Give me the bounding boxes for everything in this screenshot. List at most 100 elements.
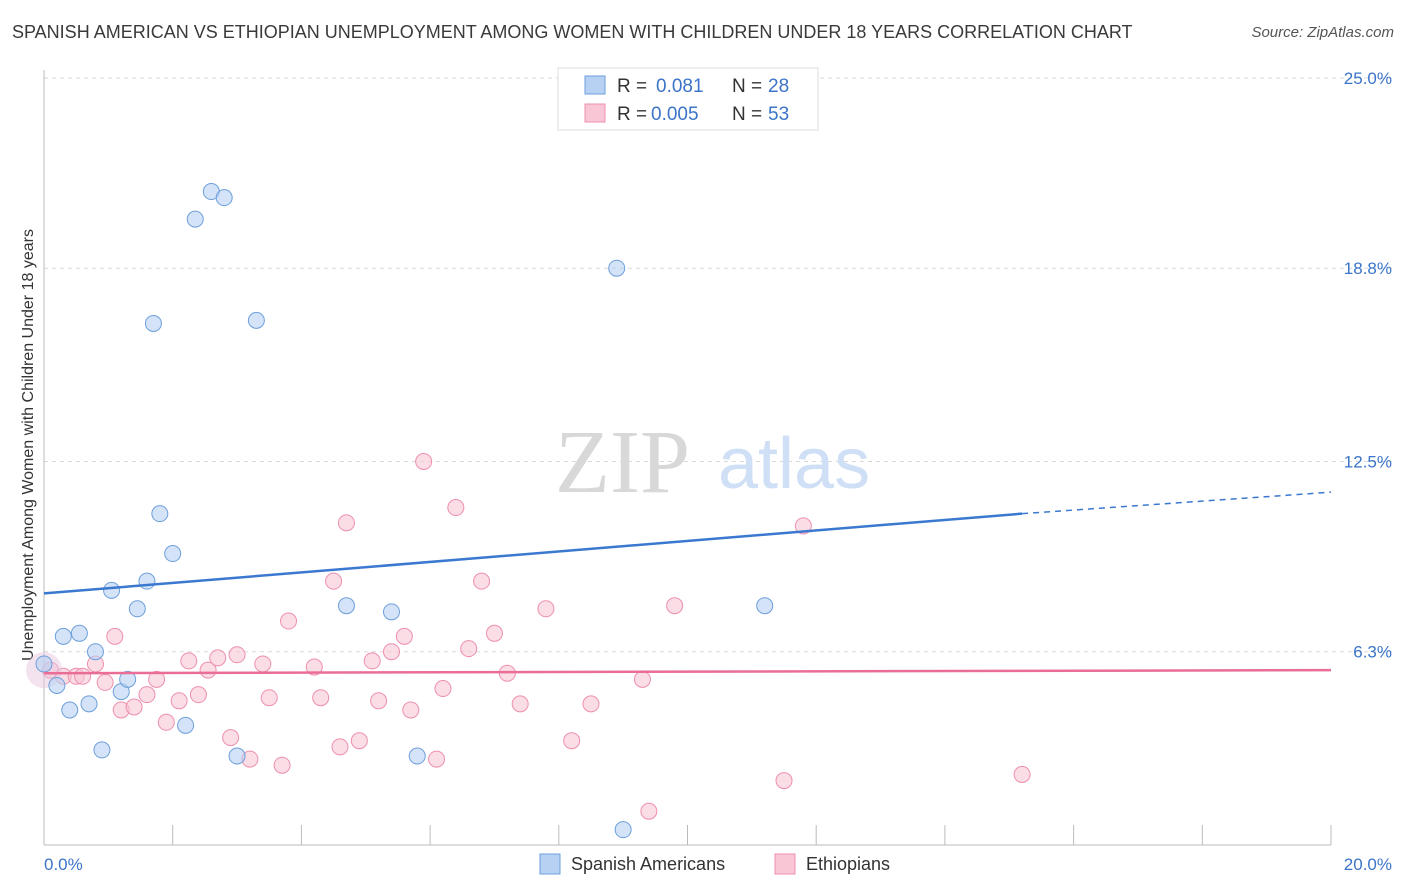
y-tick-label: 6.3% (1353, 643, 1392, 662)
ethiopians-point (460, 640, 478, 658)
ethiopians-point (325, 572, 343, 590)
ethiopians-point (395, 627, 413, 645)
ethiopians-point (640, 802, 658, 820)
spanish-americans-point (35, 655, 53, 673)
ethiopians-point (563, 732, 581, 750)
ethiopians-point (74, 667, 92, 685)
spanish-americans-point (337, 597, 355, 615)
stats-legend-r-value-1: 0.081 (656, 76, 704, 97)
spanish-americans-point (614, 821, 632, 839)
spanish-americans-point (215, 189, 233, 207)
spanish-americans-point (80, 695, 98, 713)
ethiopians-point (363, 652, 381, 670)
ethiopians-point (370, 692, 388, 710)
spanish-americans-point (151, 505, 169, 523)
ethiopians-point (189, 686, 207, 704)
spanish-americans-point (177, 716, 195, 734)
spanish-americans-points (35, 183, 774, 839)
spanish-americans-point (103, 581, 121, 599)
spanish-americans-point (228, 747, 246, 765)
ethiopians-point (138, 686, 156, 704)
ethiopians-point (312, 689, 330, 707)
ethiopians-point (382, 643, 400, 661)
ethiopians-point (350, 732, 368, 750)
spanish-americans-point (70, 624, 88, 642)
ethiopians-point (485, 624, 503, 642)
ethiopians-trend-line (43, 668, 1332, 675)
ethiopians-point (447, 499, 465, 517)
spanish-americans-point (144, 314, 162, 332)
spanish-americans-point (138, 572, 156, 590)
stats-legend-r-value-2: 0.005 (651, 104, 699, 125)
ethiopians-point (415, 453, 433, 470)
ethiopians-point (209, 649, 227, 667)
ethiopians-point (633, 670, 651, 688)
ethiopians-point (228, 646, 246, 664)
ethiopians-point (666, 597, 684, 615)
spanish-americans-point (54, 627, 72, 645)
stats-legend-n-label-2: N = (732, 104, 762, 125)
y-tick-labels: 6.3% 12.5% 18.8% 25.0% (1344, 69, 1392, 662)
spanish-americans-trend-line (43, 512, 1023, 595)
ethiopians-point (148, 670, 166, 688)
ethiopians-point (125, 698, 143, 716)
y-tick-label: 12.5% (1344, 453, 1392, 472)
y-tick-label: 25.0% (1344, 69, 1392, 88)
stats-legend-r-label-1: R = (617, 76, 647, 97)
ethiopians-point (157, 713, 175, 731)
stats-legend-n-value-2: 53 (768, 104, 789, 125)
spanish-americans-point (382, 603, 400, 621)
spanish-americans-trend-extension (1022, 491, 1332, 515)
chart-title: SPANISH AMERICAN VS ETHIOPIAN UNEMPLOYME… (12, 22, 1133, 42)
legend-ethiopians-swatch (774, 853, 796, 875)
stats-legend-n-label-1: N = (732, 76, 762, 97)
stats-legend-blue-swatch (584, 75, 606, 95)
stats-legend-n-value-1: 28 (768, 76, 789, 97)
ethiopians-point (254, 655, 272, 673)
legend-spanish-americans-label: Spanish Americans (571, 854, 725, 874)
stats-legend-pink-swatch (584, 103, 606, 123)
x-ticks (43, 825, 1332, 845)
ethiopians-point (402, 701, 420, 719)
ethiopians-point (96, 673, 114, 691)
spanish-americans-point (608, 259, 626, 277)
ethiopians-point (331, 738, 349, 756)
ethiopians-point (1013, 765, 1031, 783)
ethiopians-points (26, 453, 1031, 820)
spanish-americans-point (408, 747, 426, 765)
ethiopians-point (582, 695, 600, 713)
source-label: Source: ZipAtlas.com (1251, 24, 1394, 41)
ethiopians-point (434, 680, 452, 698)
ethiopians-point (280, 612, 298, 630)
spanish-americans-point (128, 600, 146, 618)
legend-ethiopians-label: Ethiopians (806, 854, 890, 874)
watermark: ZIP atlas (555, 413, 870, 512)
spanish-americans-point (48, 676, 66, 694)
x-tick-label-max: 20.0% (1344, 855, 1392, 874)
ethiopians-point (775, 772, 793, 790)
stats-legend-r-label-2: R = (617, 104, 647, 125)
ethiopians-point (511, 695, 529, 713)
stats-legend: R = 0.081 N = 28 R = 0.005 N = 53 (557, 67, 819, 131)
ethiopians-point (222, 729, 240, 747)
spanish-americans-point (186, 210, 204, 228)
ethiopians-point (260, 689, 278, 707)
spanish-americans-point (247, 311, 265, 329)
watermark-atlas: atlas (718, 424, 870, 504)
spanish-americans-point (93, 741, 111, 759)
watermark-zip: ZIP (555, 413, 690, 512)
x-tick-label-min: 0.0% (44, 855, 83, 874)
series-legend: Spanish Americans Ethiopians (539, 853, 890, 875)
ethiopians-point (337, 514, 355, 532)
ethiopians-point (473, 572, 491, 590)
gridlines (44, 77, 1392, 653)
legend-spanish-americans-swatch (539, 853, 561, 875)
ethiopians-point (199, 661, 217, 679)
spanish-americans-point (119, 670, 137, 688)
spanish-americans-point (86, 643, 104, 661)
spanish-americans-point (756, 597, 774, 615)
spanish-americans-point (61, 701, 79, 719)
trend-lines (43, 491, 1332, 675)
ethiopians-point (273, 756, 291, 774)
